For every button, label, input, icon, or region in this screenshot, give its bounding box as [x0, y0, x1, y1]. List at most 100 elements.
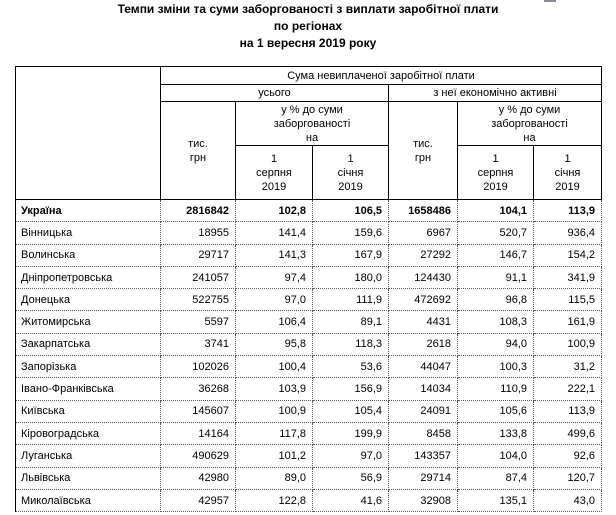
value-cell: 44047	[388, 355, 458, 379]
value-cell: 522755	[160, 288, 236, 312]
value-cell: 120,7	[533, 466, 602, 490]
region-cell: Закарпатська	[15, 332, 161, 357]
value-cell: 490629	[160, 444, 236, 468]
value-cell: 936,4	[533, 221, 602, 245]
value-cell: 143357	[388, 444, 458, 468]
value-cell: 32908	[388, 488, 458, 513]
value-cell: 241057	[160, 265, 236, 290]
table-row: Дніпропетровська 241057 97,4 180,0 124430 91,…	[15, 265, 602, 290]
region-cell: Волинська	[15, 243, 161, 267]
value-cell: 145607	[160, 399, 236, 423]
value-cell: 105,4	[312, 399, 389, 423]
value-cell: 499,6	[533, 421, 602, 446]
value-cell: 29714	[388, 466, 458, 490]
header-date-jan-total: 1 січня 2019	[312, 145, 389, 200]
region-cell: Дніпропетровська	[15, 265, 161, 290]
table-row: Луганська 490629 101,2 97,0 143357 104,0 92,6	[15, 444, 602, 468]
table-row: Кіровоградська 14164 117,8 199,9 8458 133,8 49…	[15, 421, 602, 446]
value-cell: 3741	[160, 332, 236, 357]
value-cell: 95,8	[235, 332, 313, 357]
table-row: Житомирська 5597 106,4 89,1 4431 108,3 161,9	[15, 310, 602, 334]
value-cell: 14164	[160, 421, 236, 446]
region-cell: Кіровоградська	[15, 421, 161, 446]
header-group-total: усього	[160, 84, 389, 102]
cropped-text-remnant	[544, 0, 556, 2]
value-cell: 167,9	[312, 243, 389, 267]
page-title-line-3: на 1 вересня 2019 року	[239, 36, 377, 50]
value-cell: 2816842	[160, 198, 236, 223]
value-cell: 105,6	[457, 399, 534, 423]
header-date-jan-active: 1 січня 2019	[533, 145, 602, 200]
value-cell: 520,7	[457, 221, 534, 245]
value-cell: 97,0	[235, 288, 313, 312]
header-date-aug-total: 1 серпня 2019	[235, 145, 313, 200]
value-cell: 113,9	[533, 399, 602, 423]
value-cell: 100,9	[235, 399, 313, 423]
region-cell: Львівська	[15, 466, 161, 490]
value-cell: 102,8	[235, 198, 313, 223]
value-cell: 4431	[388, 310, 458, 334]
table-row: Івано-Франківська 36268 103,9 156,9 14034 110…	[15, 377, 602, 401]
table-row: Закарпатська 3741 95,8 118,3 2618 94,0 100,9	[15, 332, 602, 357]
header-sum-unpaid: Сума невиплаченої заробітної плати	[160, 66, 602, 85]
value-cell: 2618	[388, 332, 458, 357]
page-title: Темпи зміни та суми заборгованості з вип…	[0, 1, 616, 52]
value-cell: 5597	[160, 310, 236, 334]
value-cell: 56,9	[312, 466, 389, 490]
header-unit-active: тис. грн	[388, 101, 458, 200]
region-cell: Донецька	[15, 288, 161, 312]
value-cell: 199,9	[312, 421, 389, 446]
value-cell: 97,4	[235, 265, 313, 290]
arrears-table: Сума невиплаченої заробітної плати усьог…	[15, 66, 602, 513]
value-cell: 87,4	[457, 466, 534, 490]
value-cell: 100,3	[457, 355, 534, 379]
value-cell: 89,1	[312, 310, 389, 334]
value-cell: 122,8	[235, 488, 313, 513]
page-title-line-1: Темпи зміни та суми заборгованості з вип…	[117, 2, 499, 16]
value-cell: 31,2	[533, 355, 602, 379]
value-cell: 113,9	[533, 198, 602, 223]
table-row: Львівська 42980 89,0 56,9 29714 87,4 120,7	[15, 466, 602, 490]
region-cell: Київська	[15, 399, 161, 423]
value-cell: 94,0	[457, 332, 534, 357]
value-cell: 111,9	[312, 288, 389, 312]
value-cell: 141,4	[235, 221, 313, 245]
value-cell: 341,9	[533, 265, 602, 290]
value-cell: 154,2	[533, 243, 602, 267]
value-cell: 180,0	[312, 265, 389, 290]
table-header: Сума невиплаченої заробітної плати усьог…	[15, 66, 602, 200]
table-row: Волинська 29717 141,3 167,9 27292 146,7 154,2	[15, 243, 602, 267]
region-cell: Україна	[15, 198, 161, 223]
value-cell: 146,7	[457, 243, 534, 267]
header-region-column	[15, 66, 161, 200]
value-cell: 89,0	[235, 466, 313, 490]
table-row: Україна 2816842 102,8 106,5 1658486 104,1 113,…	[15, 198, 602, 223]
value-cell: 135,1	[457, 488, 534, 513]
value-cell: 108,3	[457, 310, 534, 334]
value-cell: 103,9	[235, 377, 313, 401]
value-cell: 6967	[388, 221, 458, 245]
header-date-aug-active: 1 серпня 2019	[457, 145, 534, 200]
header-pct-active: у % до суми заборгованості на	[457, 101, 602, 146]
value-cell: 118,3	[312, 332, 389, 357]
value-cell: 36268	[160, 377, 236, 401]
table-row: Донецька 522755 97,0 111,9 472692 96,8 115,5	[15, 288, 602, 312]
header-pct-total: у % до суми заборгованості на	[235, 101, 389, 146]
value-cell: 96,8	[457, 288, 534, 312]
value-cell: 102026	[160, 355, 236, 379]
value-cell: 106,4	[235, 310, 313, 334]
value-cell: 104,1	[457, 198, 534, 223]
value-cell: 91,1	[457, 265, 534, 290]
value-cell: 8458	[388, 421, 458, 446]
value-cell: 117,8	[235, 421, 313, 446]
header-unit-total: тис. грн	[160, 101, 236, 200]
table-row: Київська 145607 100,9 105,4 24091 105,6 113,9	[15, 399, 602, 423]
region-cell: Миколаївська	[15, 488, 161, 513]
table-row: Миколаївська 42957 122,8 41,6 32908 135,1 43,0	[15, 488, 602, 513]
value-cell: 92,6	[533, 444, 602, 468]
value-cell: 101,2	[235, 444, 313, 468]
region-cell: Запорізька	[15, 355, 161, 379]
value-cell: 472692	[388, 288, 458, 312]
value-cell: 42980	[160, 466, 236, 490]
value-cell: 124430	[388, 265, 458, 290]
